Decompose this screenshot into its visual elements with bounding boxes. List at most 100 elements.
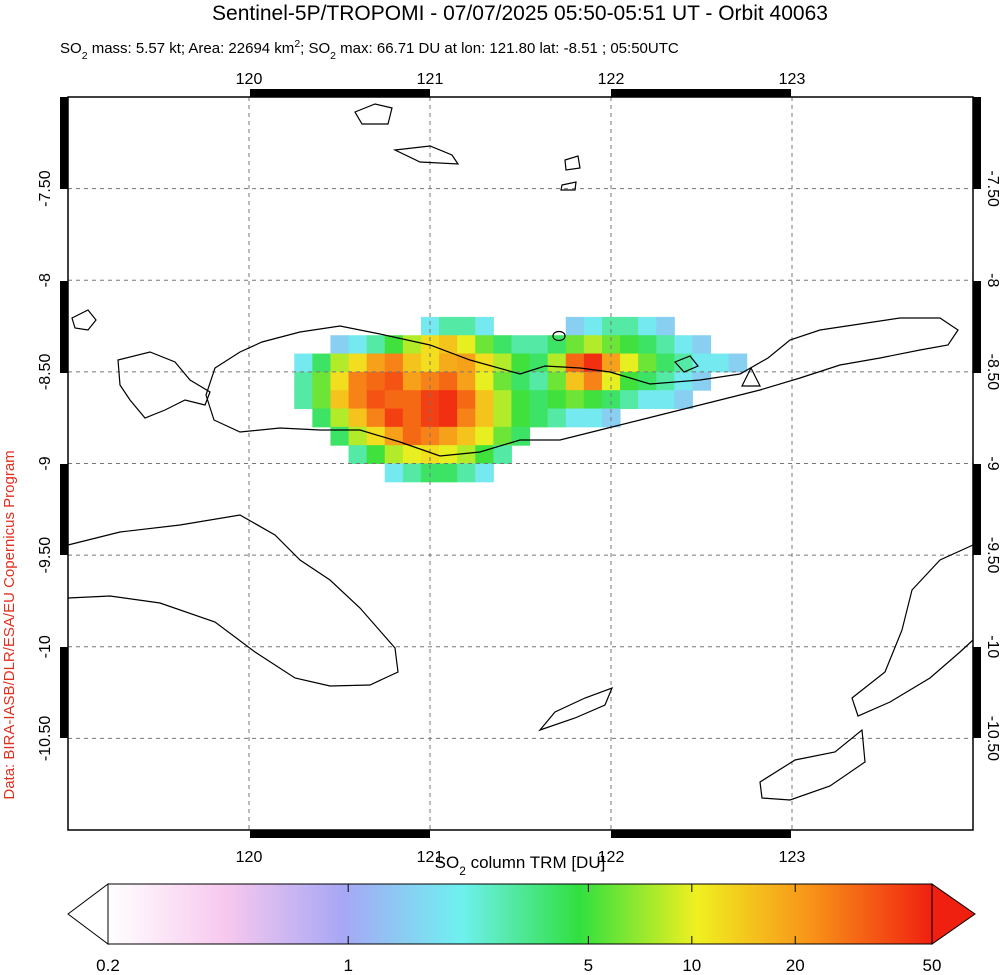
frame	[60, 89, 981, 838]
so2-cell	[366, 445, 386, 464]
so2-cell	[312, 408, 331, 428]
border-bar	[973, 281, 981, 373]
so2-cell	[330, 335, 350, 355]
so2-cell	[475, 390, 494, 410]
so2-cell	[638, 353, 657, 373]
so2-cell	[493, 390, 512, 410]
so2-cell	[402, 408, 422, 428]
lat-tick-label: -9	[984, 456, 1000, 470]
so2-cell	[493, 335, 512, 355]
so2-cell	[402, 335, 422, 355]
so2-cell	[457, 353, 476, 373]
border-bar	[60, 464, 68, 555]
lon-tick-label: 120	[236, 849, 263, 866]
lat-tick-label: -8	[37, 273, 54, 287]
plume	[294, 316, 748, 483]
so2-cell	[601, 371, 621, 391]
so2-cell	[402, 463, 422, 483]
so2-cell	[547, 408, 567, 428]
so2-cell	[330, 426, 350, 446]
so2-cell	[457, 390, 476, 410]
lat-tick-label: -9.50	[37, 537, 54, 574]
so2-cell	[511, 371, 531, 391]
so2-cell	[638, 335, 657, 355]
so2-cell	[384, 353, 404, 373]
subtitle: SO2 mass: 5.57 kt; Area: 22694 km2; SO2 …	[60, 38, 679, 62]
so2-cell	[547, 371, 567, 391]
so2-cell	[475, 445, 494, 464]
so2-cell	[420, 371, 440, 391]
lat-tick-label: -10.50	[984, 716, 1000, 761]
coastline	[552, 330, 566, 342]
lat-tick-label: -10.50	[37, 716, 54, 761]
so2-cell	[583, 371, 603, 391]
so2-cell	[692, 353, 712, 373]
so2-cell	[583, 408, 603, 428]
so2-cell	[565, 371, 585, 391]
border-bar	[250, 89, 430, 97]
so2-cell	[439, 463, 458, 483]
text-segment: 2	[294, 38, 300, 50]
so2-cell	[493, 371, 512, 391]
so2-cell	[601, 316, 621, 336]
so2-cell	[674, 390, 693, 410]
so2-cell	[620, 353, 639, 373]
so2-cell	[384, 371, 404, 391]
so2-cell	[674, 335, 693, 355]
so2-cell	[547, 335, 567, 355]
so2-cell	[620, 371, 639, 391]
so2-cell	[620, 335, 639, 355]
so2-cell	[330, 353, 350, 373]
so2-cell	[493, 426, 512, 446]
so2-cell	[384, 335, 404, 355]
so2-cell	[384, 463, 404, 483]
so2-cell	[457, 371, 476, 391]
so2-cell	[384, 445, 404, 464]
lat-tick-label: -7.50	[37, 170, 54, 207]
border-bar	[60, 281, 68, 373]
lat-tick-label: -8.50	[37, 354, 54, 391]
so2-cell	[457, 463, 476, 483]
lon-tick-label: 121	[417, 849, 444, 866]
so2-cell	[384, 408, 404, 428]
so2-cell	[583, 335, 603, 355]
lat-tick-label: -8.50	[984, 354, 1000, 391]
so2-cell	[475, 426, 494, 446]
border-bar	[611, 89, 791, 97]
so2-cell	[656, 371, 675, 391]
so2-cell	[457, 335, 476, 355]
so2-cell	[402, 371, 422, 391]
border-bar	[611, 830, 791, 838]
so2-cell	[457, 426, 476, 446]
lat-tick-label: -10	[984, 635, 1000, 658]
coastline	[67, 514, 399, 687]
colorbar-tick-label: 10	[682, 956, 701, 975]
so2-cell	[312, 353, 331, 373]
so2-cell	[439, 390, 458, 410]
coastline	[759, 728, 866, 801]
coastline	[205, 317, 959, 457]
so2-cell	[620, 316, 639, 336]
so2-cell	[457, 445, 476, 464]
text-segment: 2	[459, 864, 466, 878]
so2-cell	[583, 390, 603, 410]
so2-cell	[565, 408, 585, 428]
so2-cell	[312, 390, 331, 410]
so2-cell	[710, 353, 730, 373]
so2-cell	[620, 390, 639, 410]
lon-tick-label: 123	[779, 71, 806, 88]
so2-cell	[402, 445, 422, 464]
so2-cell	[366, 426, 386, 446]
coastline	[71, 309, 97, 331]
text-segment: mass: 5.57 kt; Area: 22694 km	[88, 40, 295, 57]
lon-tick-label: 123	[779, 849, 806, 866]
border-bar	[250, 830, 430, 838]
so2-cell	[638, 316, 657, 336]
so2-cell	[439, 335, 458, 355]
so2-cell	[366, 353, 386, 373]
lat-tick-label: -10	[37, 635, 54, 658]
text-segment: SO	[435, 853, 460, 872]
so2-cell	[439, 316, 458, 336]
so2-cell	[330, 371, 350, 391]
